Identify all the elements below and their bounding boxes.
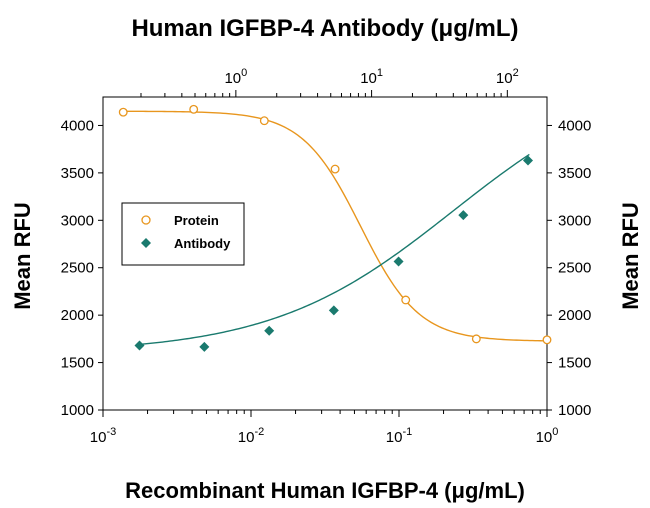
x-tick-label: 10-3 [90,426,116,446]
antibody-data-point [264,325,275,336]
y-tick-label-right: 2500 [558,260,591,277]
y-tick-label-left: 2500 [61,260,94,277]
x-tick-label: 100 [536,426,559,446]
y-tick-label-right: 3500 [558,165,591,182]
antibody-data-point [458,210,469,221]
data-points [118,104,552,352]
antibody-data-point [393,256,404,267]
x2-tick-label: 102 [496,67,519,87]
chart-title: Human IGFBP-4 Antibody (μg/mL) [131,15,518,42]
y-axis-label-left: Mean RFU [10,202,35,310]
antibody-data-point [523,155,534,166]
axis-ticks: 1000 1000 1500 1500 2000 2000 2500 2500 3000 3000… [61,67,592,446]
y-tick-label-left: 2000 [61,307,94,324]
legend: Protein Antibody [121,202,245,266]
x-tick-label: 10-2 [238,426,264,446]
x2-tick-label: 100 [224,67,247,87]
legend-protein-marker [141,215,151,225]
protein-data-point [118,107,128,117]
legend-box [121,202,245,266]
antibody-data-point [134,340,145,351]
y-tick-label-right: 3000 [558,212,591,229]
legend-protein-label: Protein [174,213,219,228]
protein-data-point [401,295,411,305]
y-tick-label-left: 3500 [61,165,94,182]
y-tick-label-left: 3000 [61,212,94,229]
y-tick-label-right: 2000 [558,307,591,324]
antibody-fit-curve [138,153,530,346]
plot-area [102,96,548,411]
y-axis-label-right: Mean RFU [618,202,643,310]
protein-data-point [259,116,269,126]
y-tick-label-left: 1500 [61,355,94,372]
legend-antibody-label: Antibody [174,236,231,251]
antibody-data-point [328,305,339,316]
protein-data-point [189,104,199,114]
protein-data-point [471,334,481,344]
x-tick-label: 10-1 [386,426,412,446]
legend-antibody-marker [141,238,151,248]
x2-tick-label: 101 [360,67,383,87]
y-tick-label-right: 1000 [558,402,591,419]
y-tick-label-left: 4000 [61,117,94,134]
protein-data-point [542,335,552,345]
protein-data-point [330,164,340,174]
y-tick-label-right: 1500 [558,355,591,372]
y-tick-label-left: 1000 [61,402,94,419]
x-axis-label: Recombinant Human IGFBP-4 (μg/mL) [125,478,525,503]
antibody-data-point [199,341,210,352]
y-tick-label-right: 4000 [558,117,591,134]
